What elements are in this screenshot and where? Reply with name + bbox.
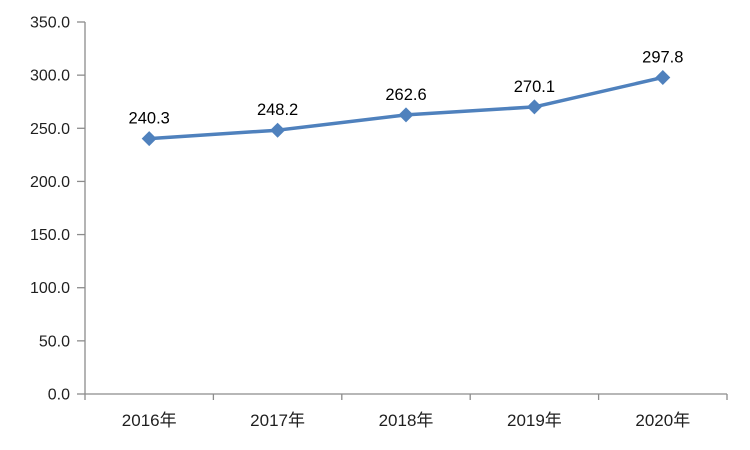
- data-point-label: 240.3: [129, 110, 170, 128]
- data-point-label: 270.1: [514, 78, 555, 96]
- y-axis-tick-label: 50.0: [39, 333, 70, 350]
- data-point-marker: [655, 69, 671, 85]
- data-point-label: 248.2: [257, 101, 298, 119]
- x-axis-category-label: 2020年: [635, 411, 690, 430]
- y-axis-tick-label: 100.0: [30, 280, 70, 297]
- data-point-marker: [398, 107, 414, 123]
- data-point-label: 297.8: [642, 48, 683, 66]
- data-point-label: 262.6: [385, 86, 426, 104]
- data-point-marker: [141, 131, 157, 147]
- x-axis-category-label: 2018年: [379, 411, 434, 430]
- data-point-marker: [270, 122, 286, 138]
- y-axis-tick-label: 150.0: [30, 227, 70, 244]
- x-axis-category-label: 2019年: [507, 411, 562, 430]
- y-axis-tick-label: 350.0: [30, 15, 70, 32]
- x-axis-category-label: 2016年: [122, 411, 177, 430]
- x-axis-category-label: 2017年: [250, 411, 305, 430]
- y-axis-tick-label: 300.0: [30, 68, 70, 85]
- data-point-marker: [526, 99, 542, 115]
- y-axis-tick-label: 200.0: [30, 174, 70, 191]
- y-axis-tick-label: 0.0: [48, 387, 70, 404]
- y-axis-tick-label: 250.0: [30, 121, 70, 138]
